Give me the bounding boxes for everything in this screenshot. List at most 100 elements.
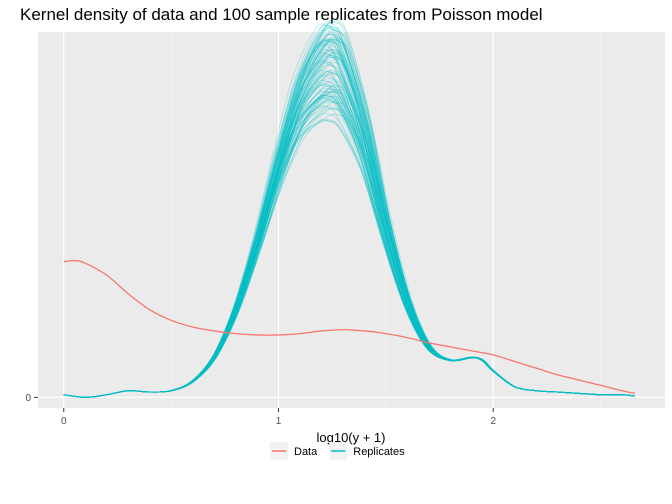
plot-panel bbox=[38, 32, 665, 408]
replicate-curve bbox=[63, 54, 635, 398]
replicate-curve bbox=[63, 85, 635, 398]
replicate-curve bbox=[63, 91, 635, 398]
replicate-curve bbox=[63, 38, 635, 398]
replicate-curve bbox=[63, 83, 635, 398]
replicate-curve bbox=[63, 60, 635, 398]
replicate-curve bbox=[63, 120, 635, 398]
replicate-curve bbox=[63, 90, 635, 398]
replicate-curve bbox=[63, 33, 635, 398]
replicate-curve bbox=[63, 84, 635, 398]
replicate-curve bbox=[63, 73, 635, 398]
x-tick-label: 1 bbox=[276, 416, 282, 427]
replicate-curve bbox=[63, 105, 635, 398]
replicate-curve bbox=[63, 38, 635, 398]
replicate-curve bbox=[63, 52, 635, 398]
replicate-curve bbox=[63, 48, 635, 398]
x-axis-ticks: 0 1 2 bbox=[61, 408, 496, 427]
replicate-curve bbox=[63, 95, 635, 398]
replicate-curve bbox=[63, 78, 635, 398]
replicate-curve bbox=[63, 39, 635, 398]
replicate-curve bbox=[63, 75, 635, 398]
replicate-curve bbox=[63, 24, 635, 398]
replicate-curve bbox=[63, 23, 635, 398]
legend-label-data: Data bbox=[294, 446, 318, 458]
replicate-curve bbox=[63, 33, 635, 398]
y-tick-label: 0 bbox=[25, 393, 31, 404]
replicate-curve bbox=[63, 43, 635, 398]
replicate-curve bbox=[63, 72, 635, 398]
x-tick-label: 0 bbox=[61, 416, 67, 427]
replicate-curve bbox=[63, 118, 635, 398]
replicate-curve bbox=[63, 98, 635, 398]
replicate-curve bbox=[63, 22, 635, 398]
y-axis-ticks: 0 bbox=[25, 393, 38, 404]
replicate-curve bbox=[63, 87, 635, 398]
grid-major bbox=[38, 32, 665, 408]
replicate-curve bbox=[63, 85, 635, 398]
replicate-curve bbox=[63, 48, 635, 398]
replicate-curve bbox=[63, 53, 635, 398]
replicate-curve bbox=[63, 40, 635, 398]
replicate-curve bbox=[63, 88, 635, 398]
replicate-curve bbox=[63, 44, 635, 398]
replicate-curve bbox=[63, 101, 635, 398]
replicate-curve bbox=[63, 56, 635, 398]
replicate-curve bbox=[63, 27, 635, 398]
x-axis-title: log10(y + 1) bbox=[316, 430, 385, 445]
legend-label-replicates: Replicates bbox=[353, 446, 405, 458]
replicate-curve bbox=[63, 20, 635, 398]
replicate-curve bbox=[63, 18, 635, 398]
replicate-curve bbox=[63, 90, 635, 398]
replicates-curves bbox=[63, 18, 635, 398]
replicate-curve bbox=[63, 74, 635, 398]
replicate-curve bbox=[63, 49, 635, 398]
replicate-curve bbox=[63, 26, 635, 398]
replicate-curve bbox=[63, 38, 635, 398]
replicate-curve bbox=[63, 48, 635, 398]
data-curve bbox=[63, 259, 636, 395]
replicate-curve bbox=[63, 24, 635, 398]
replicate-curve bbox=[63, 83, 635, 398]
replicate-curve bbox=[63, 101, 635, 398]
replicate-curve bbox=[63, 30, 635, 398]
replicate-curve bbox=[63, 94, 635, 398]
replicate-curve bbox=[63, 94, 635, 398]
replicate-curve bbox=[63, 113, 635, 398]
replicate-curve bbox=[63, 113, 635, 398]
replicate-curve bbox=[63, 40, 635, 398]
replicate-curve bbox=[63, 70, 635, 398]
x-tick-label: 2 bbox=[490, 416, 496, 427]
replicate-curve bbox=[63, 107, 635, 398]
replicate-curve bbox=[63, 90, 635, 398]
replicate-curve bbox=[63, 39, 635, 398]
replicate-curve bbox=[63, 38, 635, 398]
replicate-curve bbox=[63, 51, 635, 398]
replicate-curve bbox=[63, 21, 635, 398]
replicate-curve bbox=[63, 80, 635, 398]
replicate-curve bbox=[63, 79, 635, 398]
replicate-curve bbox=[63, 51, 635, 398]
replicate-curve bbox=[63, 42, 635, 398]
replicate-curve bbox=[63, 71, 635, 398]
grid-minor bbox=[170, 32, 601, 408]
replicate-curve bbox=[63, 97, 635, 398]
replicate-curve bbox=[63, 100, 635, 398]
replicate-curve bbox=[63, 54, 635, 398]
replicate-curve bbox=[63, 33, 635, 398]
replicate-curve bbox=[63, 62, 635, 398]
replicate-curve bbox=[63, 40, 635, 398]
replicate-curve bbox=[63, 29, 635, 398]
replicate-curve bbox=[63, 95, 635, 398]
replicate-curve bbox=[63, 58, 635, 398]
replicate-curve bbox=[63, 93, 635, 398]
replicate-curve bbox=[63, 69, 635, 398]
replicate-curve bbox=[63, 56, 635, 398]
data-curve-group bbox=[63, 259, 636, 395]
replicate-curve bbox=[63, 85, 635, 398]
replicate-curve bbox=[63, 36, 635, 398]
replicate-curve bbox=[63, 99, 635, 398]
replicate-curve bbox=[63, 105, 635, 398]
replicate-curve bbox=[63, 61, 635, 398]
replicate-curve bbox=[63, 38, 635, 398]
